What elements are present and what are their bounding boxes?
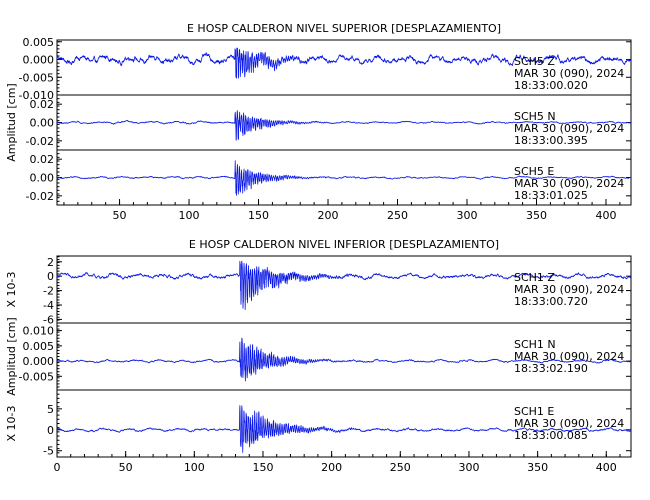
y-tick-label: 0.02 [30,153,55,166]
y-tick-label: -0.02 [26,135,54,148]
y-tick-label: -0.005 [19,71,54,84]
x-tick-label: 300 [457,209,478,222]
channel-label: SCH1 Z [514,271,555,284]
x-tick-label: 250 [390,461,411,474]
y-tick-label: 0.010 [23,325,55,338]
waveform-trace [56,405,632,453]
y-tick-label: 2 [47,256,54,269]
y-tick-label: 0 [47,270,54,283]
x-tick-label: 400 [595,209,616,222]
figure-2: E HOSP CALDERON NIVEL INFERIOR [DESPLAZA… [5,238,632,474]
channel-label: SCH5 E [514,165,554,178]
record-date: MAR 30 (090), 2024 [514,122,624,135]
y-tick-label: 5 [47,403,54,416]
x-tick-label: 100 [179,209,200,222]
waveform-trace [56,337,632,382]
unit-multiplier-label: X 10-3 [5,272,18,308]
record-time: 18:33:01.025 [514,189,588,202]
x-tick-label: 100 [184,461,205,474]
y-tick-label: -0.010 [19,89,54,102]
y-tick-label: -4 [43,299,54,312]
x-tick-label: 250 [387,209,408,222]
record-date: MAR 30 (090), 2024 [514,177,624,190]
x-tick-label: 150 [252,461,273,474]
record-time: 18:33:00.020 [514,79,588,92]
figure-title: E HOSP CALDERON NIVEL SUPERIOR [DESPLAZA… [187,22,501,35]
x-tick-label: 50 [113,209,127,222]
y-tick-label: -5 [43,445,54,458]
channel-label: SCH5 Z [514,55,555,68]
record-time: 18:33:02.190 [514,362,588,375]
figure-title: E HOSP CALDERON NIVEL INFERIOR [DESPLAZA… [189,238,499,251]
record-date: MAR 30 (090), 2024 [514,67,624,80]
waveform-trace [56,110,632,141]
record-date: MAR 30 (090), 2024 [514,350,624,363]
x-tick-label: 50 [119,461,133,474]
record-time: 18:33:00.395 [514,134,588,147]
record-time: 18:33:00.085 [514,429,588,442]
waveform-trace [56,260,632,311]
y-tick-label: 0 [47,424,54,437]
record-date: MAR 30 (090), 2024 [514,283,624,296]
x-tick-label: 0 [54,461,61,474]
channel-label: SCH5 N [514,110,556,123]
y-tick-label: 0.000 [23,54,55,67]
channel-label: SCH1 N [514,338,556,351]
y-tick-label: 0.02 [30,98,55,111]
y-tick-label: -0.02 [26,190,54,203]
x-tick-label: 300 [458,461,479,474]
x-tick-label: 400 [596,461,617,474]
waveform-trace [56,47,632,79]
record-time: 18:33:00.720 [514,295,588,308]
x-tick-label: 350 [527,461,548,474]
unit-multiplier-label: X 10-3 [5,406,18,442]
y-axis-label: Amplitud [cm] [5,83,18,161]
y-tick-label: -0.005 [19,370,54,383]
y-tick-label: 0.000 [23,355,55,368]
y-tick-label: 0.005 [23,340,55,353]
y-axis-label: Amplitud [cm] [5,317,18,395]
x-tick-label: 200 [321,461,342,474]
y-tick-label: 0.00 [30,117,55,130]
x-tick-label: 150 [248,209,269,222]
y-tick-label: 0.005 [23,36,55,49]
figure-1: E HOSP CALDERON NIVEL SUPERIOR [DESPLAZA… [5,22,632,222]
y-tick-label: 0.00 [30,172,55,185]
y-tick-label: -2 [43,285,54,298]
channel-label: SCH1 E [514,405,554,418]
x-tick-label: 200 [318,209,339,222]
x-tick-label: 350 [526,209,547,222]
record-date: MAR 30 (090), 2024 [514,417,624,430]
y-tick-label: -6 [43,313,54,326]
waveform-trace [56,160,632,196]
